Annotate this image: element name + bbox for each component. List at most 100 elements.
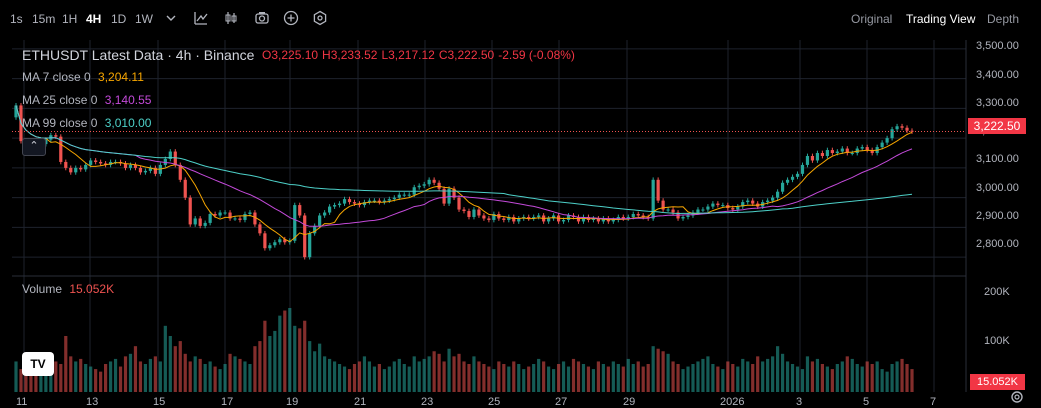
volume-bar — [890, 364, 894, 392]
candle-body — [168, 151, 172, 159]
candle-body — [731, 208, 735, 210]
candle-body — [686, 215, 690, 217]
volume-bar — [362, 356, 367, 392]
candle-body — [601, 218, 605, 222]
gear-icon[interactable] — [1010, 390, 1024, 404]
volume-bar — [437, 353, 441, 392]
candle-body — [890, 129, 894, 139]
candle-body — [198, 218, 202, 226]
volume-bar — [656, 348, 660, 392]
volume-bar — [502, 364, 506, 392]
ohlc-close: C3,222.50 — [438, 48, 495, 62]
candle-body — [203, 222, 207, 226]
volume-bar — [79, 358, 83, 392]
view-trading-view[interactable]: Trading View — [906, 12, 976, 26]
toolbar: 1s 15m 1H 4H 1D 1W Original Trading View… — [0, 0, 1041, 38]
candle-body — [895, 126, 899, 130]
ohlc-readout: O3,225.10 H3,233.52 L3,217.12 C3,222.50 -2.5… — [262, 48, 579, 62]
add-plus-icon[interactable] — [283, 10, 299, 26]
volume-bar — [581, 364, 586, 392]
volume-bar — [367, 361, 372, 392]
view-original[interactable]: Original — [851, 12, 893, 26]
volume-bar — [328, 358, 332, 392]
volume-bar — [69, 356, 73, 392]
volume-bar — [442, 361, 446, 392]
volume-bar — [527, 366, 531, 392]
volume-bar — [49, 366, 53, 392]
ma7-legend: MA 7 close 0 3,204.11 — [22, 70, 144, 84]
candle-body — [402, 194, 406, 196]
volume-bar — [820, 364, 824, 392]
volume-bar — [208, 361, 212, 392]
volume-bar — [243, 361, 247, 392]
candle-body — [313, 225, 317, 234]
date-tick: 17 — [221, 396, 234, 408]
candle-body — [84, 164, 88, 170]
candle-body — [865, 147, 869, 151]
price-tick: 2,900.00 — [976, 210, 1019, 222]
volume-bar — [895, 361, 899, 392]
candle-body — [79, 167, 83, 170]
volume-bar — [756, 356, 760, 392]
candle-body — [303, 215, 307, 258]
candle-body — [372, 200, 376, 202]
candle-body — [308, 233, 312, 258]
settings-hex-icon[interactable] — [312, 10, 328, 26]
interval-1h[interactable]: 1H — [62, 12, 78, 26]
volume-bar — [148, 358, 152, 392]
volume-bar — [845, 356, 849, 392]
candle-body — [611, 219, 615, 222]
candle-body — [59, 136, 63, 162]
candle-body — [716, 203, 720, 206]
date-tick: 23 — [421, 396, 434, 408]
interval-15m[interactable]: 15m — [32, 12, 56, 26]
candle-body — [845, 148, 849, 154]
collapse-legend-button[interactable]: ⌃ — [22, 138, 46, 156]
volume-bar — [611, 361, 615, 392]
interval-1w[interactable]: 1W — [135, 12, 153, 26]
volume-bar — [880, 369, 884, 392]
candle-body — [696, 209, 700, 213]
ohlc-open: O3,225.10 — [262, 48, 319, 62]
ma99-line — [15, 105, 913, 215]
chevron-down-icon[interactable] — [166, 14, 176, 22]
candle-body — [656, 179, 660, 201]
interval-1s[interactable]: 1s — [10, 12, 23, 26]
candle-body — [332, 205, 337, 207]
candle-body — [741, 202, 745, 207]
volume-bar — [766, 358, 770, 392]
volume-bar — [357, 361, 362, 392]
indicator-chart-icon[interactable] — [193, 10, 209, 26]
candle-body — [900, 126, 904, 128]
volume-label: Volume — [22, 282, 63, 296]
volume-bar — [776, 346, 780, 392]
volume-bar — [785, 361, 790, 392]
interval-4h[interactable]: 4H — [86, 12, 102, 26]
view-depth[interactable]: Depth — [987, 12, 1020, 26]
ma7-label: MA 7 close 0 — [22, 70, 91, 84]
volume-bar — [517, 364, 521, 392]
candle-body — [99, 161, 103, 164]
price-tick: 3,100.00 — [976, 153, 1019, 165]
ma25-line — [15, 105, 913, 227]
volume-bar — [467, 364, 471, 392]
volume-bar — [203, 364, 207, 392]
candle-body — [800, 164, 805, 174]
candle-type-icon[interactable] — [224, 10, 240, 26]
volume-bar — [810, 361, 815, 392]
interval-1d[interactable]: 1D — [111, 12, 127, 26]
volume-bar — [900, 358, 904, 392]
candle-body — [547, 218, 551, 222]
volume-bar — [542, 361, 546, 392]
candle-body — [442, 188, 446, 204]
date-tick: 13 — [86, 396, 99, 408]
candle-body — [561, 219, 566, 222]
volume-bar — [288, 308, 292, 392]
volume-bar — [298, 328, 302, 392]
camera-icon[interactable] — [254, 10, 270, 26]
candle-body — [138, 167, 143, 173]
candle-body — [283, 239, 287, 243]
volume-bar — [646, 364, 650, 392]
candle-body — [830, 150, 834, 154]
